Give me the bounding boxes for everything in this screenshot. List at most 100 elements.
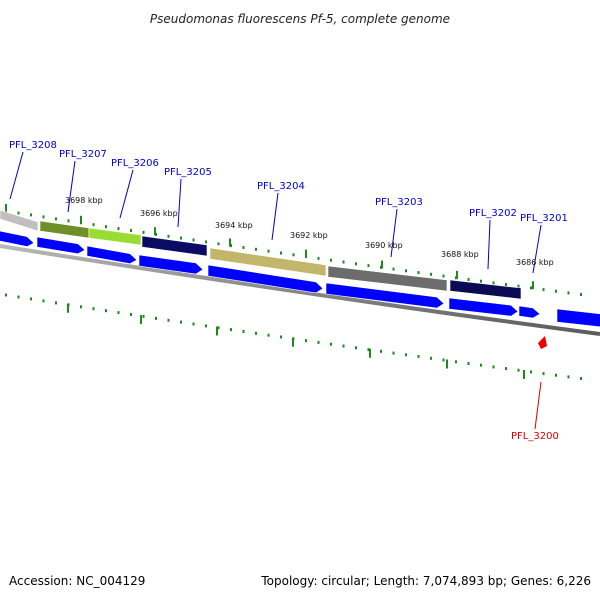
gene-arrow[interactable] — [448, 297, 519, 317]
scale-tick — [305, 339, 307, 343]
scale-label-3698kbp: 3698 kbp — [65, 196, 103, 205]
scale-tick — [430, 272, 432, 276]
scale-tick — [367, 264, 370, 268]
gene-arrow[interactable] — [325, 282, 445, 309]
scale-tick — [367, 348, 370, 352]
gene-label-PFL_3202[interactable]: PFL_3202 — [469, 208, 517, 219]
scale-tick — [105, 309, 107, 313]
gene-label-PFL_3204[interactable]: PFL_3204 — [257, 181, 305, 192]
scale-tick — [355, 346, 357, 350]
scale-tick — [542, 372, 545, 376]
scale-tick — [217, 326, 220, 330]
cog-block-light-gray — [0, 209, 39, 232]
scale-tick — [5, 293, 7, 297]
scale-tick — [392, 351, 395, 355]
scale-tick — [42, 215, 45, 219]
scale-tick — [380, 349, 382, 353]
scale-tick — [330, 342, 332, 346]
scale-tick — [317, 340, 320, 344]
gene-arrow-red[interactable] — [538, 336, 547, 349]
map-title: Pseudomonas fluorescens Pf-5, complete g… — [150, 12, 450, 26]
cog-category-track — [0, 209, 522, 300]
gene-arrow[interactable] — [207, 264, 324, 294]
scale-tick-major — [80, 215, 82, 224]
gene-arrow-track — [0, 230, 600, 349]
gene-label-PFL_3207[interactable]: PFL_3207 — [59, 149, 107, 160]
scale-tick-major — [140, 315, 142, 325]
scale-tick — [517, 284, 520, 288]
scale-tick — [142, 230, 145, 234]
gene-label-PFL_3203[interactable]: PFL_3203 — [375, 197, 423, 208]
scale-tick — [567, 375, 570, 379]
scale-tick — [92, 307, 95, 311]
gene-arrow[interactable] — [138, 254, 204, 275]
scale-tick — [17, 211, 20, 215]
scale-tick — [92, 223, 95, 227]
lower-scale-ticks — [5, 293, 582, 380]
scale-tick — [192, 322, 195, 326]
scale-label-3692kbp: 3692 kbp — [290, 231, 328, 240]
label-leader-line — [487, 219, 491, 270]
scale-tick — [467, 278, 470, 281]
cog-block-gray — [327, 265, 448, 292]
gene-label-PFL_3201[interactable]: PFL_3201 — [520, 213, 568, 224]
scale-tick — [280, 335, 282, 339]
label-leader-line — [9, 151, 24, 200]
scale-tick — [67, 219, 70, 223]
scale-tick — [255, 247, 257, 251]
scale-tick — [567, 291, 570, 295]
scale-tick — [505, 367, 507, 371]
scale-tick-major — [305, 249, 307, 258]
scale-tick — [555, 373, 557, 377]
scale-tick — [117, 227, 120, 231]
scale-tick — [242, 330, 245, 333]
scale-tick — [492, 365, 495, 369]
scale-tick — [480, 279, 482, 283]
scale-tick — [405, 353, 407, 357]
scale-label-3688kbp: 3688 kbp — [441, 250, 479, 259]
scale-label-3690kbp: 3690 kbp — [365, 241, 403, 250]
gene-arrow[interactable] — [0, 230, 35, 247]
genome-backbone — [0, 244, 600, 336]
scale-tick-major — [292, 337, 294, 347]
scale-tick — [55, 217, 57, 221]
scale-tick — [517, 368, 520, 372]
gene-label-PFL_3205[interactable]: PFL_3205 — [164, 167, 212, 178]
scale-tick — [267, 249, 270, 253]
scale-tick — [192, 238, 195, 242]
label-leader-lines — [9, 151, 542, 430]
gene-label-PFL_3208[interactable]: PFL_3208 — [9, 140, 57, 151]
scale-tick — [580, 377, 582, 380]
scale-tick-major — [532, 281, 534, 290]
scale-tick — [442, 274, 445, 278]
scale-tick — [155, 316, 157, 320]
scale-tick — [530, 370, 532, 374]
label-leader-line — [177, 178, 182, 228]
gene-arrow[interactable] — [86, 245, 138, 265]
scale-tick-major — [523, 370, 525, 379]
upper-scale-ticks — [5, 204, 582, 296]
scale-label-3696kbp: 3696 kbp — [140, 209, 178, 218]
scale-labels: 3698 kbp 3696 kbp 3694 kbp 3692 kbp 3690… — [65, 196, 554, 267]
scale-tick — [242, 246, 245, 249]
gene-label-PFL_3200[interactable]: PFL_3200 — [511, 431, 559, 442]
scale-tick — [205, 324, 207, 328]
gene-arrow[interactable] — [556, 308, 600, 328]
scale-tick — [417, 271, 420, 275]
gene-label-PFL_3206[interactable]: PFL_3206 — [111, 158, 159, 169]
scale-tick — [430, 356, 432, 360]
scale-tick — [230, 328, 232, 332]
scale-label-3686kbp: 3686 kbp — [516, 258, 554, 267]
scale-tick — [167, 234, 170, 238]
scale-tick — [555, 289, 557, 293]
scale-tick — [30, 297, 32, 301]
scale-tick-major — [67, 303, 69, 313]
gene-arrow[interactable] — [518, 305, 541, 319]
accession-label: Accession: NC_004129 — [9, 574, 145, 588]
gene-arrow[interactable] — [36, 236, 86, 255]
label-leader-line — [67, 160, 76, 213]
scale-tick — [580, 293, 582, 296]
scale-tick — [342, 260, 345, 264]
scale-tick-major — [456, 270, 458, 279]
